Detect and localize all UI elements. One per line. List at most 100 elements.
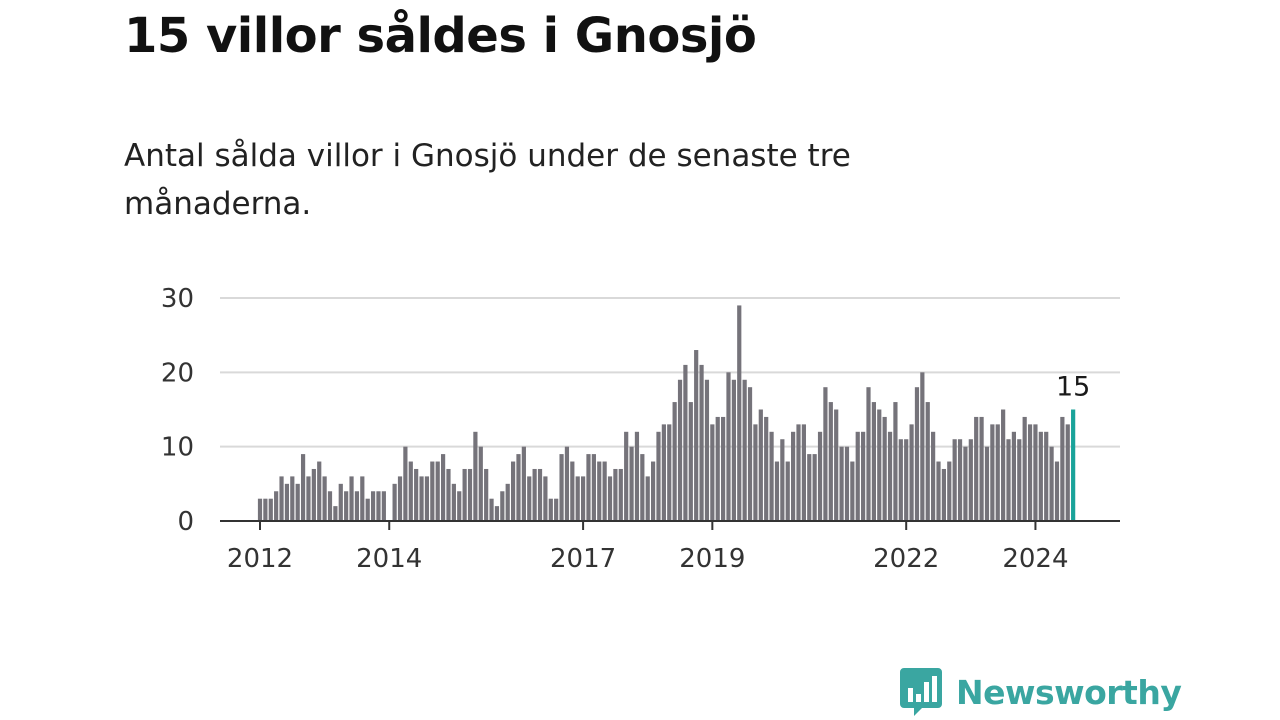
bar	[462, 468, 467, 521]
bar	[715, 416, 720, 521]
bar	[349, 476, 354, 521]
bar	[753, 424, 758, 521]
bar	[640, 454, 645, 521]
bar	[920, 372, 925, 521]
bar	[408, 461, 413, 521]
bar	[1011, 431, 1016, 521]
bar	[774, 461, 780, 521]
bar	[414, 468, 419, 521]
bar	[758, 409, 763, 521]
bar	[457, 491, 462, 521]
page-title: 15 villor såldes i Gnosjö	[124, 8, 757, 64]
bar	[602, 461, 607, 521]
bar	[311, 468, 316, 521]
bar	[532, 468, 537, 521]
newsworthy-logo: Newsworthy	[900, 668, 1182, 716]
bar	[699, 364, 704, 521]
bar	[1044, 431, 1049, 521]
bar	[473, 431, 478, 521]
bar	[817, 431, 823, 521]
bar	[381, 491, 386, 521]
bar	[914, 387, 920, 521]
bar	[893, 402, 898, 521]
bar	[511, 461, 516, 521]
bar	[834, 409, 839, 521]
bar	[300, 454, 306, 521]
bar	[284, 483, 290, 521]
bar	[710, 424, 715, 521]
bar	[403, 446, 408, 521]
bar	[516, 454, 521, 521]
bar-latest	[1071, 409, 1076, 521]
bar	[322, 476, 327, 521]
bar	[839, 446, 844, 521]
bar	[581, 476, 586, 521]
bar	[968, 439, 973, 521]
bar	[1060, 416, 1065, 521]
bar	[537, 468, 543, 521]
newsworthy-logo-icon	[900, 668, 942, 716]
bar	[1054, 461, 1060, 521]
bar	[586, 454, 591, 521]
bar	[979, 416, 984, 521]
bar	[424, 476, 430, 521]
bar	[467, 468, 473, 521]
y-tick-label: 0	[177, 507, 194, 537]
bar	[1038, 431, 1043, 521]
bar	[435, 461, 440, 521]
bar	[791, 431, 796, 521]
bar	[898, 439, 903, 521]
bar	[871, 402, 876, 521]
bar	[446, 468, 451, 521]
bar	[575, 476, 580, 521]
bar	[505, 483, 510, 521]
bar	[397, 476, 403, 521]
y-tick-label: 10	[161, 433, 194, 463]
bar	[591, 454, 596, 521]
bar	[263, 498, 268, 521]
bar	[694, 350, 699, 521]
bar	[737, 305, 742, 521]
bar	[306, 476, 311, 521]
bar	[855, 431, 860, 521]
x-tick-label: 2022	[873, 544, 939, 574]
bar	[844, 446, 850, 521]
bar	[828, 402, 833, 521]
bar	[527, 476, 532, 521]
bar	[494, 506, 500, 521]
bar	[279, 476, 284, 521]
bar	[554, 498, 559, 521]
bar	[634, 431, 640, 521]
y-tick-label: 20	[161, 358, 194, 388]
bar	[274, 491, 279, 521]
bars	[257, 305, 1076, 521]
x-tick-label: 2017	[550, 544, 616, 574]
x-axis-ticks: 2012 2014 2017 2019 2022 2024	[227, 521, 1069, 574]
bar	[629, 446, 634, 521]
bar	[704, 379, 710, 521]
bar	[338, 483, 343, 521]
bar	[484, 468, 489, 521]
bar	[1027, 424, 1033, 521]
bar	[667, 424, 672, 521]
bar	[295, 483, 300, 521]
bar	[440, 454, 446, 521]
bar	[489, 498, 494, 521]
bar	[941, 468, 946, 521]
bar	[721, 416, 726, 521]
bar	[607, 476, 613, 521]
bar	[651, 461, 656, 521]
bar	[419, 476, 424, 521]
bar	[613, 468, 618, 521]
bar	[548, 498, 553, 521]
x-tick-label: 2014	[356, 544, 422, 574]
bar	[742, 379, 747, 521]
bar	[451, 483, 456, 521]
bar	[947, 461, 952, 521]
bar	[823, 387, 828, 521]
bar	[769, 431, 774, 521]
bar	[1022, 416, 1027, 521]
y-tick-label: 30	[161, 284, 194, 314]
bar	[392, 483, 397, 521]
